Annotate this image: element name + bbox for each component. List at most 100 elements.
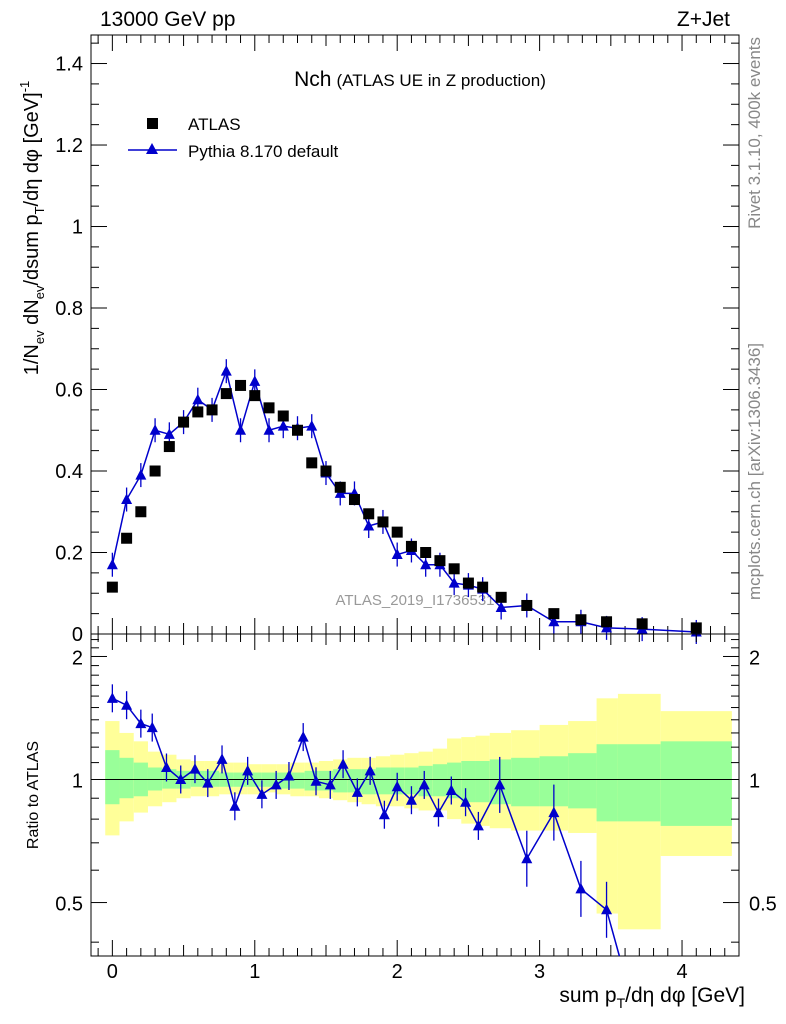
ylabel-sub-3: T [32,206,47,214]
ratio-point [337,758,349,769]
atlas-point [690,622,702,634]
ratio-band-green [596,744,618,822]
legend-atlas-marker [147,118,158,129]
atlas-point [434,555,446,567]
ratio-ytick-label-right: 2 [749,647,760,669]
pythia-series-line [111,368,697,633]
main-ytick-label: 0 [72,624,83,646]
ratio-band-green [511,757,540,807]
ratio-band-green [568,753,597,809]
ratio-band-green [105,750,120,805]
ratio-band-green [461,760,476,803]
pythia-point [235,424,247,435]
ratio-xtick-label: 1 [249,961,260,983]
ratio-xtick-label: 3 [534,961,545,983]
ratio-ytick-label-right: 0.5 [749,894,777,916]
ratio-point [472,819,484,831]
atlas-point [636,618,648,630]
atlas-point [601,616,613,628]
ratio-point [378,808,390,820]
ratio-point [405,794,417,805]
pythia-point [306,420,318,431]
pythia-point [263,424,275,435]
pythia-point [192,393,204,405]
atlas-point [306,457,318,469]
ratio-band-green [432,764,448,797]
ratio-plot-frame [90,633,740,957]
atlas-point [121,532,133,544]
pythia-point [420,558,432,570]
header-right-label: Z+Jet [677,8,730,31]
main-ytick-label: 1.4 [55,54,83,76]
ylabel-part-1: 1/N [21,344,43,375]
pythia-point [149,424,161,435]
atlas-point [495,591,507,603]
ratio-point [310,775,322,786]
ratio-point [229,800,241,811]
ratio-xlabel: sum pT/dη dφ [GeV] [559,984,745,1011]
atlas-point [106,581,118,593]
ratio-ytick-label: 1 [72,771,83,793]
ratio-point [242,764,254,776]
ratio-band-green [617,744,661,822]
atlas-point [235,379,247,391]
atlas-point [405,540,417,552]
ratio-xtick-label: 2 [392,961,403,983]
atlas-point [178,416,190,428]
ratio-xtick-label: 4 [676,961,687,983]
ratio-band-green [375,767,391,795]
atlas-point [277,410,289,422]
ratio-point [256,788,268,799]
ratio-band-green [119,757,134,799]
main-ytick-label: 0.8 [55,298,83,320]
atlas-point [348,494,360,506]
legend-pythia-label: Pythia 8.170 default [188,142,339,161]
atlas-point [249,390,261,402]
pythia-point [391,548,403,560]
main-title-name: Nch [294,68,331,91]
atlas-point [521,599,533,611]
pythia-point [277,420,289,431]
atlas-point [149,465,161,477]
ratio-band-green [190,770,205,787]
ratio-point [445,784,457,795]
ratio-point [121,699,133,710]
main-ytick-label: 0.2 [55,543,83,565]
ylabel-part-3: /dsum p [21,214,43,285]
atlas-point [448,563,460,575]
ratio-xtick-label: 0 [107,961,118,983]
ratio-point [601,903,613,915]
ratio-point [432,806,444,818]
main-ytick-label: 0.4 [55,461,83,483]
atlas-point [420,547,432,559]
main-title: Nch (ATLAS UE in Z production) [294,68,546,91]
atlas-point [377,516,389,528]
ratio-ytick-label-right: 1 [749,771,760,793]
main-subtitle: (ATLAS UE in Z production) [336,71,545,90]
rivet-label: Rivet 3.1.10, 400k events [745,37,764,229]
ylabel-sub-1: ev [32,330,47,344]
pythia-point [163,428,175,439]
atlas-point [477,581,489,593]
ratio-point [270,778,282,790]
atlas-point [292,424,304,436]
atlas-point [263,402,275,414]
ratio-band-green [475,760,490,803]
xlabel-part-1: sum p [559,984,616,1007]
ylabel-part-4: /dη dφ [GeV] [21,92,43,206]
main-ytick-label: 0.6 [55,380,83,402]
pythia-point [548,615,560,627]
atlas-point [548,608,560,620]
atlas-point [391,526,403,538]
ratio-point [146,721,158,733]
ratio-series-line [112,697,621,957]
legend-pythia-marker [146,143,158,154]
pythia-point [121,493,133,505]
legend-atlas-label: ATLAS [188,115,241,134]
analysis-id-label: ATLAS_2019_I1736531 [335,592,494,609]
ratio-band-green [147,767,163,791]
ratio-band-green [404,767,419,795]
atlas-point [220,388,232,400]
ratio-band-green [290,772,305,789]
